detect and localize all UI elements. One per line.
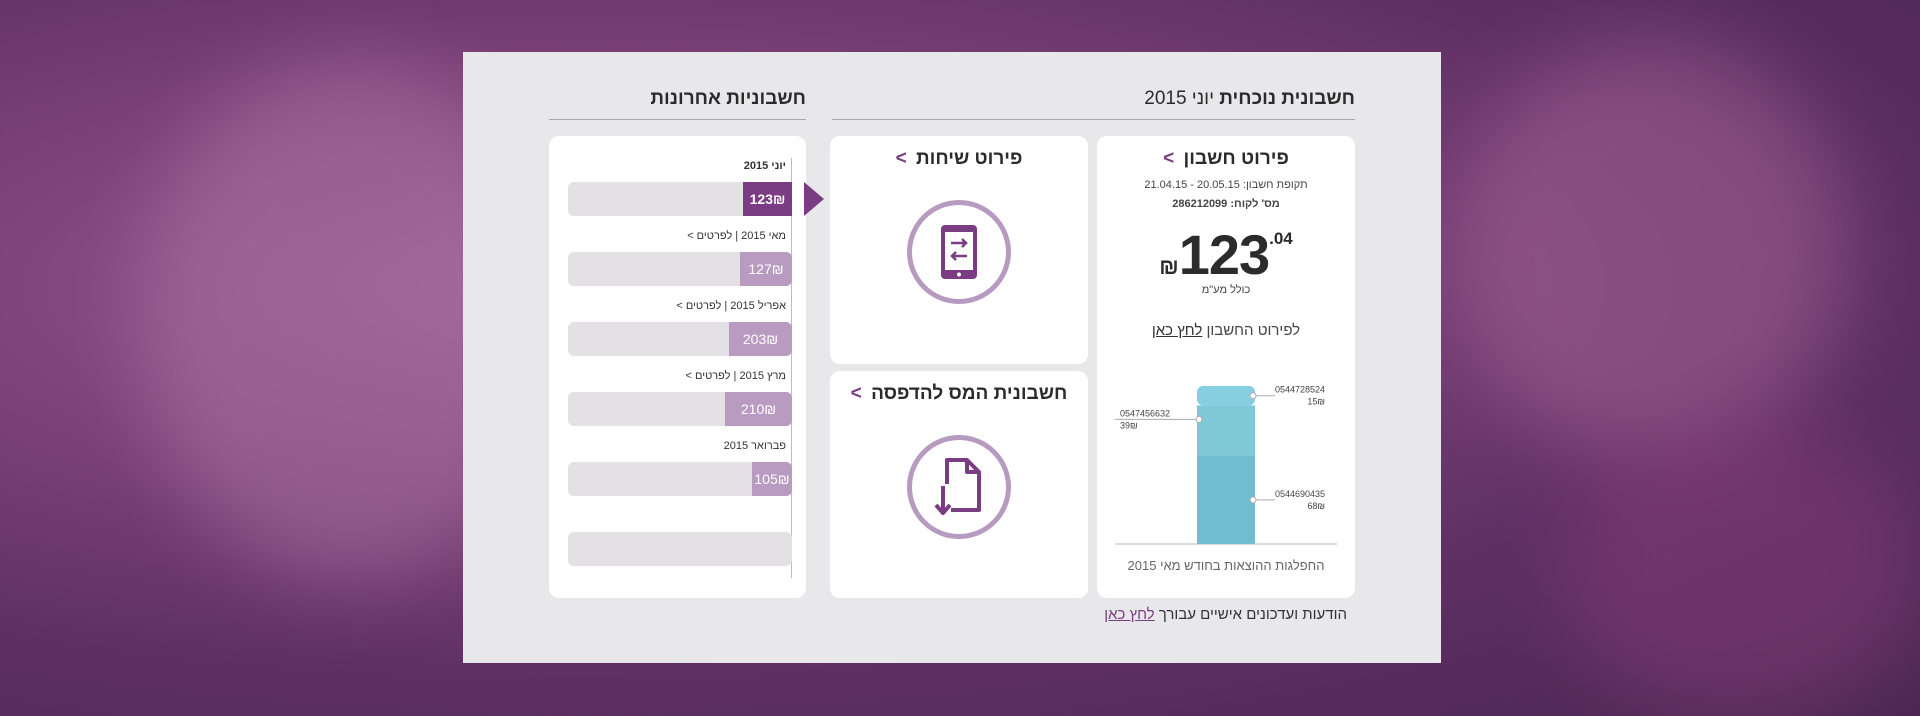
bill-period: תקופת חשבון: 20.05.15 - 21.04.15 — [1144, 179, 1308, 191]
chart-series-name: 0547456632 — [1120, 408, 1170, 418]
footer-click-link[interactable]: לחץ כאן — [1104, 606, 1155, 623]
chart-series-name: 0544728524 — [1275, 386, 1325, 395]
chart-point — [1195, 415, 1203, 423]
bill-details-card: פירוט חשבון > תקופת חשבון: 20.05.15 - 21… — [1097, 136, 1355, 598]
chart-point — [1249, 392, 1257, 400]
current-pointer — [804, 182, 824, 216]
customer-number: מס' לקוח: 286212099 — [1172, 198, 1280, 210]
chart-series-name: 0544690435 — [1275, 489, 1325, 499]
chevron-icon: > — [850, 383, 862, 404]
empty-bar — [568, 532, 792, 566]
recent-bill-amount[interactable]: 105₪ — [752, 462, 792, 496]
chart-data-label: 39₪ — [1120, 420, 1138, 430]
details-line: לפירוט החשבון לחץ כאן — [1151, 322, 1301, 339]
chart-bar-segment — [1197, 386, 1255, 406]
recent-bill-amount[interactable]: 123₪ — [743, 182, 792, 216]
chart-caption: החפלגות ההוצאות בחודש מאי 2015 — [1127, 558, 1325, 573]
chart-bar-segment — [1197, 455, 1255, 544]
document-download-icon[interactable] — [907, 435, 1011, 539]
vat-note: כולל מע"מ — [1201, 284, 1251, 296]
recent-bill-label[interactable]: פברואר 2015 — [723, 440, 786, 452]
bill-amount: ₪123.04 — [1159, 223, 1293, 286]
footer-notice: הודעות ועדכונים אישיים עבורך לחץ כאן — [1104, 606, 1347, 623]
tax-invoice-link[interactable]: חשבונית המס להדפסה > — [850, 383, 1068, 404]
calls-link[interactable]: פירוט שיחות > — [895, 148, 1023, 169]
chart-data-label: 15₪ — [1307, 397, 1325, 407]
recent-bill-amount[interactable]: 127₪ — [740, 252, 792, 286]
recent-bill-label[interactable]: מרץ 2015 | לפרטים > — [685, 370, 786, 382]
recent-bills-card: יוני 2015 123₪ מאי 2015 | לפרטים > 127₪ אפרי… — [549, 136, 806, 598]
recent-bill-label[interactable]: אפריל 2015 | לפרטים > — [676, 300, 786, 312]
chart-data-label: 68₪ — [1307, 501, 1325, 511]
billing-panel: חשבונית נוכחית יוני 2015 חשבוניות אחרונו… — [463, 52, 1441, 663]
recent-bill-label: יוני 2015 — [743, 160, 786, 172]
timeline-line — [791, 158, 792, 578]
chevron-icon: > — [895, 148, 907, 169]
recent-bills-title: חשבוניות אחרונות — [549, 88, 806, 120]
chevron-icon: > — [1163, 148, 1175, 169]
chart-point — [1249, 496, 1257, 504]
details-click-link[interactable]: לחץ כאן — [1151, 322, 1203, 339]
current-bill-title: חשבונית נוכחית יוני 2015 — [832, 88, 1355, 120]
recent-bill-amount[interactable]: 210₪ — [725, 392, 792, 426]
bill-details-link[interactable]: פירוט חשבון > — [1163, 148, 1289, 169]
calls-card[interactable]: פירוט שיחות > — [830, 136, 1088, 364]
phone-transfer-icon[interactable] — [907, 200, 1011, 304]
spending-chart: 0544728524 15₪ 0547456632 39₪ 0544690435 68₪ — [1115, 386, 1337, 545]
chart-bar-segment — [1197, 405, 1255, 456]
recent-bill-label[interactable]: מאי 2015 | לפרטים > — [687, 230, 786, 242]
tax-invoice-card[interactable]: חשבונית המס להדפסה > — [830, 371, 1088, 598]
recent-bill-amount[interactable]: 203₪ — [729, 322, 792, 356]
